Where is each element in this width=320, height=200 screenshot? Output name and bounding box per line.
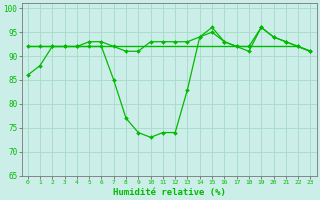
X-axis label: Humidité relative (%): Humidité relative (%) xyxy=(113,188,226,197)
